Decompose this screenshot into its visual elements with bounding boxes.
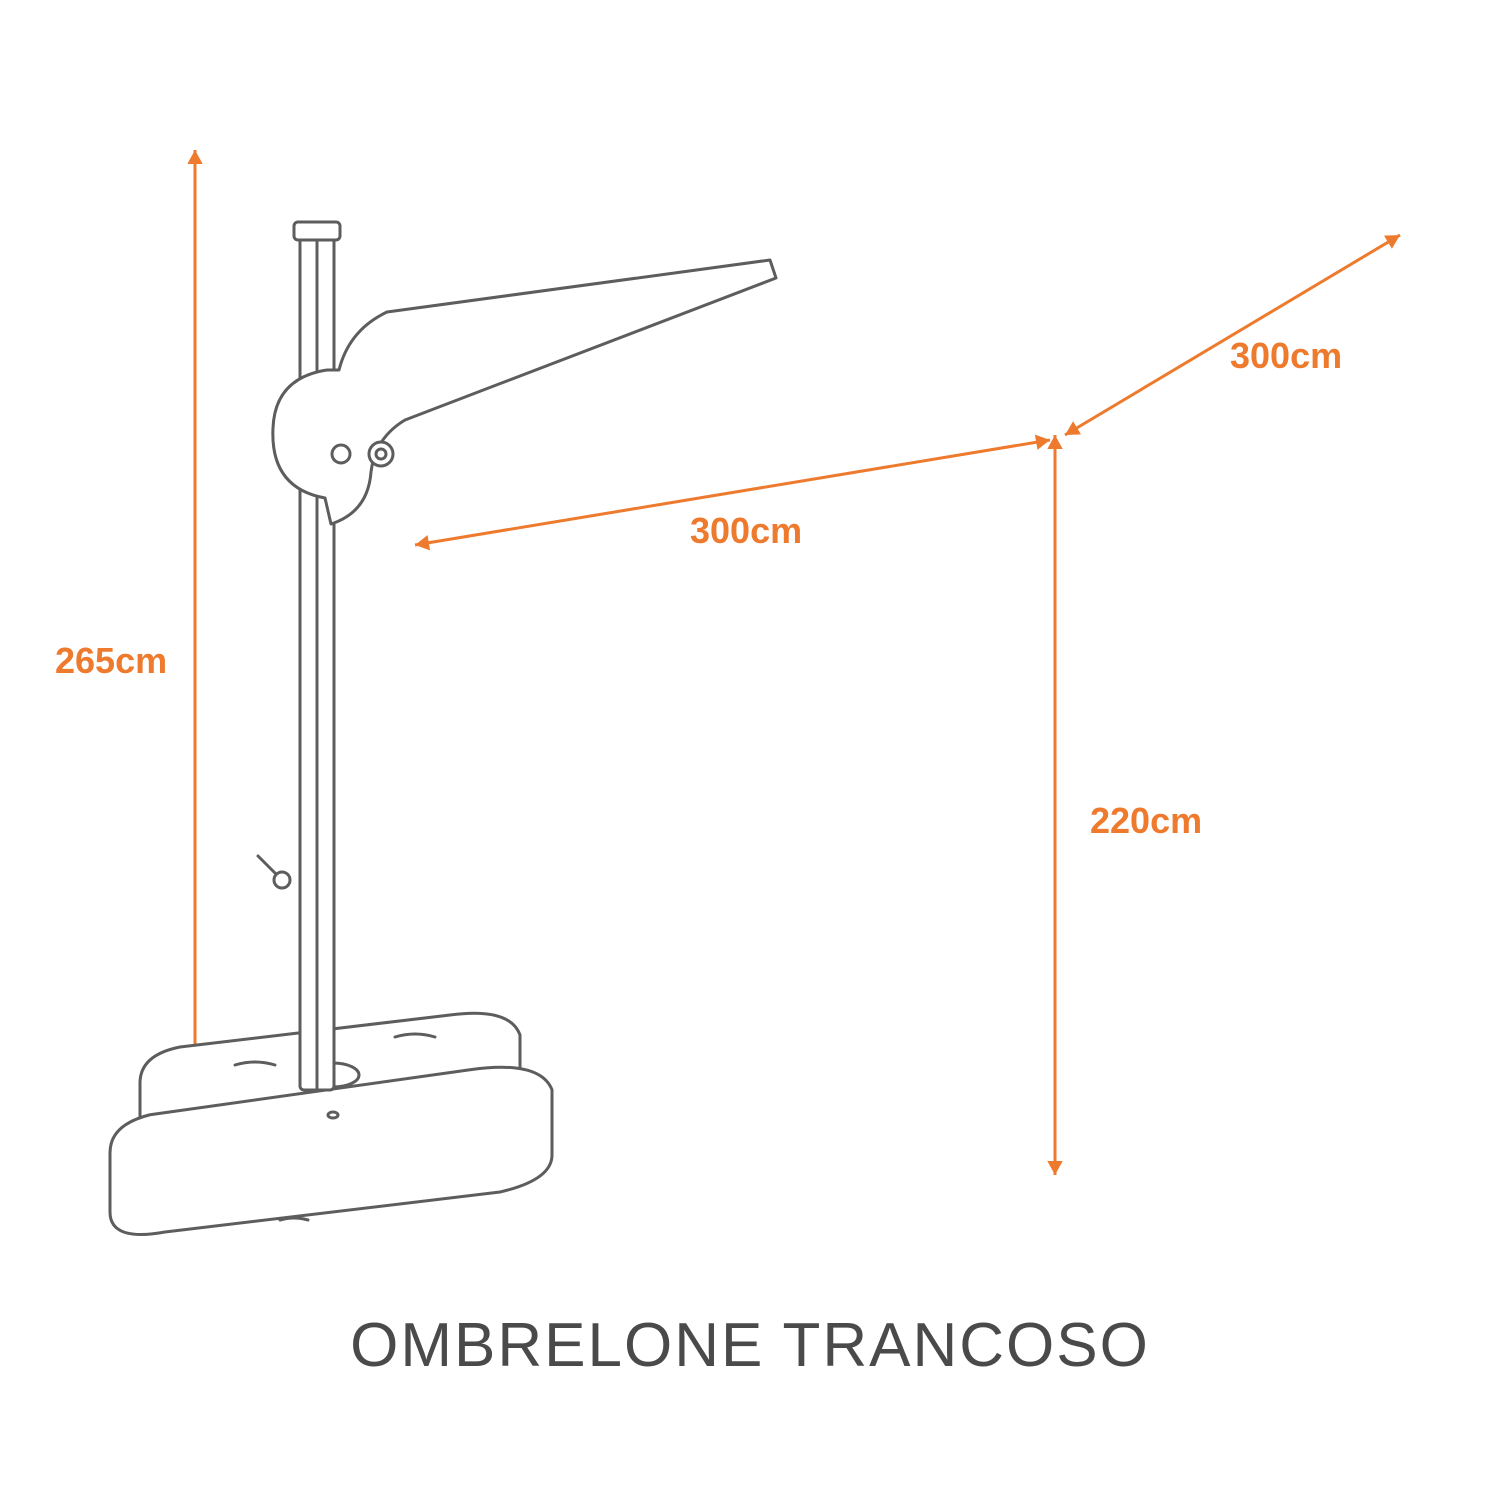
dim-width-side: 300cm xyxy=(1230,335,1342,377)
dim-height-total: 265cm xyxy=(55,640,167,682)
diagram-stage: 265cm 300cm 300cm 220cm OMBRELONE TRANCO… xyxy=(0,0,1500,1500)
product-title: OMBRELONE TRANCOSO xyxy=(0,1310,1500,1381)
dim-width-front: 300cm xyxy=(690,510,802,552)
dim-clearance: 220cm xyxy=(1090,800,1202,842)
diagram-svg xyxy=(0,0,1500,1500)
